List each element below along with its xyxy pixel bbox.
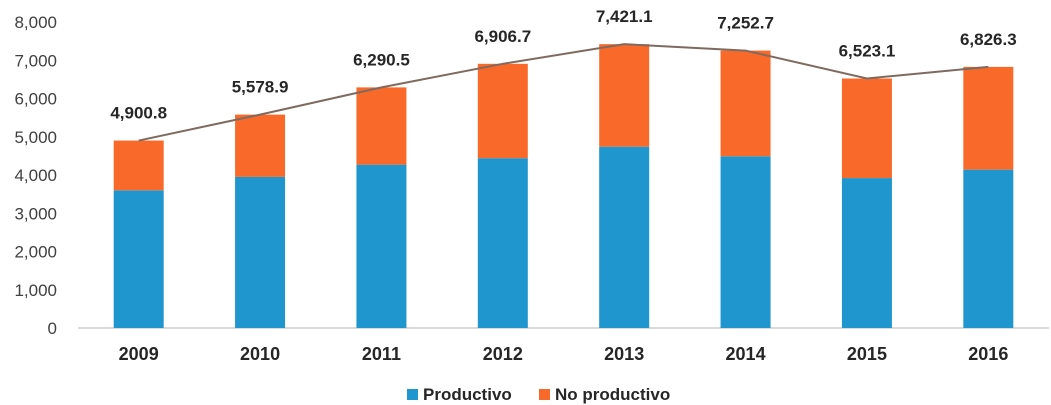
bar-no-productivo [599, 44, 650, 147]
total-data-label: 4,900.8 [110, 104, 167, 123]
total-data-label: 6,523.1 [839, 41, 896, 60]
y-tick-label: 5,000 [14, 128, 57, 147]
total-data-label: 6,906.7 [474, 27, 531, 46]
legend-label-no-productivo: No productivo [555, 385, 670, 404]
x-tick-label: 2012 [483, 344, 523, 364]
bar-productivo [599, 146, 650, 328]
total-data-label: 7,252.7 [717, 14, 774, 33]
y-tick-label: 0 [48, 319, 57, 338]
legend: Productivo No productivo [407, 385, 670, 404]
y-tick-label: 4,000 [14, 166, 57, 185]
bar-productivo [235, 176, 286, 328]
bar-no-productivo [720, 50, 771, 157]
bar-productivo [720, 156, 771, 328]
total-data-label: 6,290.5 [353, 50, 410, 69]
bar-no-productivo [356, 87, 407, 165]
axis-layer: 0 1,000 2,000 3,000 4,000 5,000 6,000 7,000 8,00… [14, 13, 1049, 364]
legend-swatch-productivo [407, 389, 418, 400]
bar-no-productivo [963, 66, 1014, 170]
total-data-label: 7,421.1 [596, 7, 653, 26]
x-tick-label: 2010 [240, 344, 280, 364]
y-tick-label: 3,000 [14, 204, 57, 223]
labels-layer: 4,900.8 5,578.9 6,290.5 6,906.7 7,421.1 7,252… [110, 7, 1016, 122]
x-tick-label: 2016 [968, 344, 1008, 364]
x-tick-label: 2015 [847, 344, 887, 364]
x-tick-label: 2013 [604, 344, 644, 364]
y-tick-label: 7,000 [14, 51, 57, 70]
bar-no-productivo [235, 114, 286, 177]
legend-swatch-no-productivo [539, 389, 550, 400]
bar-productivo [113, 190, 164, 328]
total-data-label: 5,578.9 [232, 78, 289, 97]
x-tick-label: 2011 [362, 344, 401, 364]
y-tick-label: 8,000 [14, 13, 57, 32]
legend-label-productivo: Productivo [423, 385, 512, 404]
total-data-label: 6,826.3 [960, 30, 1017, 49]
x-tick-label: 2009 [119, 344, 159, 364]
x-tick-label: 2014 [726, 344, 766, 364]
y-tick-label: 2,000 [14, 243, 57, 262]
bar-no-productivo [841, 78, 892, 179]
total-line [138, 43, 989, 142]
bar-productivo [841, 178, 892, 328]
bars-layer [113, 44, 1014, 328]
bar-productivo [963, 169, 1014, 328]
y-tick-label: 1,000 [14, 281, 57, 300]
bar-no-productivo [477, 63, 528, 159]
bar-productivo [356, 164, 407, 328]
total-line-layer [138, 43, 989, 142]
bar-no-productivo [113, 140, 164, 191]
y-tick-label: 6,000 [14, 90, 57, 109]
bar-productivo [477, 158, 528, 328]
